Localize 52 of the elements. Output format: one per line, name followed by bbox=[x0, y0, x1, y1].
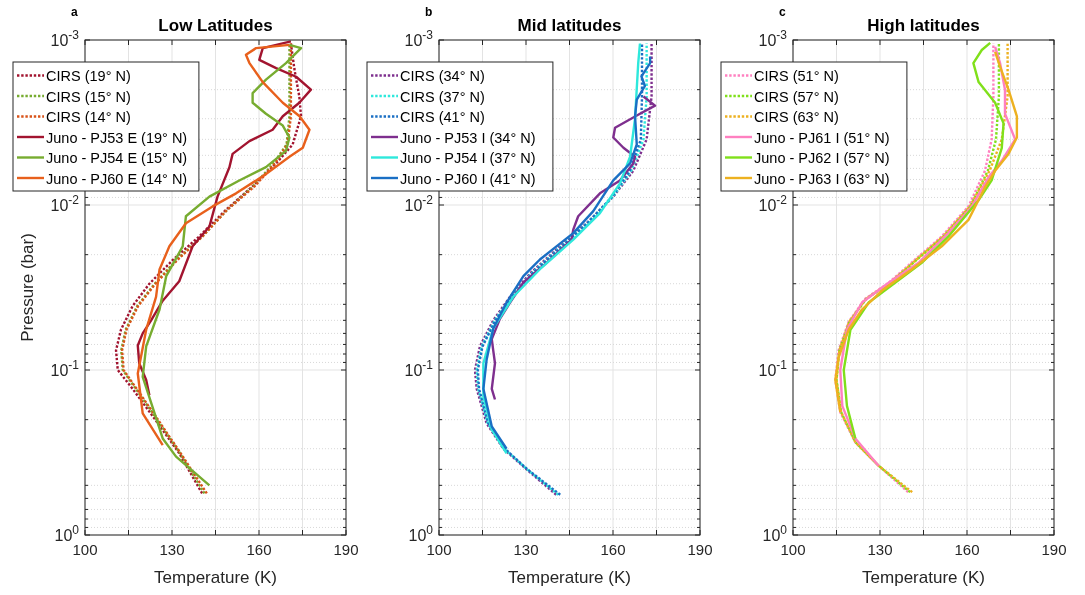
x-axis-title: Temperature (K) bbox=[862, 568, 985, 587]
text: b bbox=[425, 5, 433, 19]
x-tick-label: 190 bbox=[1041, 541, 1067, 558]
x-tick-label: 190 bbox=[333, 541, 359, 558]
legend-label: Juno - PJ54 I (37° N) bbox=[400, 150, 536, 166]
legend-label: CIRS (15° N) bbox=[46, 88, 131, 105]
legend-label: Juno - PJ53 I (34° N) bbox=[400, 129, 536, 146]
legend-label: CIRS (51° N) bbox=[754, 68, 839, 84]
x-tick-label: 130 bbox=[513, 541, 539, 558]
x-tick-label: 100 bbox=[72, 541, 98, 558]
y-tick-label: 10$^{-2}$ bbox=[404, 193, 434, 214]
legend-label: Juno - PJ61 I (51° N) bbox=[754, 129, 890, 146]
x-tick-label: 130 bbox=[159, 541, 185, 558]
x-tick-label: 160 bbox=[600, 541, 626, 558]
chart-title: Mid latitudes bbox=[517, 16, 622, 35]
x-tick-label: 130 bbox=[867, 541, 893, 558]
legend-label: CIRS (19° N) bbox=[46, 68, 131, 84]
x-axis-title: Temperature (K) bbox=[508, 568, 631, 587]
legend-label: Juno - PJ53 E (19° N) bbox=[46, 129, 188, 146]
text: c bbox=[779, 5, 786, 19]
y-tick-label: 10$^{0}$ bbox=[408, 523, 434, 544]
y-tick-label: 10$^{0}$ bbox=[54, 523, 80, 544]
legend-label: CIRS (57° N) bbox=[754, 88, 839, 105]
y-tick-label: 10$^{-1}$ bbox=[758, 358, 788, 379]
x-tick-label: 100 bbox=[426, 541, 452, 558]
legend-label: CIRS (14° N) bbox=[46, 109, 131, 125]
legend-label: Juno - PJ63 I (63° N) bbox=[754, 170, 890, 187]
legend-label: CIRS (63° N) bbox=[754, 109, 839, 125]
legend-label: Juno - PJ60 I (41° N) bbox=[400, 170, 536, 187]
x-tick-label: 160 bbox=[246, 541, 272, 558]
y-tick-label: 10$^{0}$ bbox=[762, 523, 788, 544]
chart-title: Low Latitudes bbox=[158, 16, 273, 35]
text: a bbox=[71, 5, 78, 19]
legend-label: Juno - PJ54 E (15° N) bbox=[46, 150, 188, 166]
x-tick-label: 100 bbox=[780, 541, 806, 558]
y-tick-label: 10$^{-1}$ bbox=[50, 358, 80, 379]
x-tick-label: 160 bbox=[954, 541, 980, 558]
x-tick-label: 190 bbox=[687, 541, 713, 558]
y-tick-label: 10$^{-2}$ bbox=[50, 193, 80, 214]
y-tick-label: 10$^{-3}$ bbox=[758, 28, 788, 49]
y-tick-label: 10$^{-3}$ bbox=[404, 28, 434, 49]
legend-label: CIRS (41° N) bbox=[400, 109, 485, 125]
legend-label: Juno - PJ62 I (57° N) bbox=[754, 150, 890, 166]
y-axis-title: Pressure (bar) bbox=[18, 233, 37, 342]
y-tick-label: 10$^{-2}$ bbox=[758, 193, 788, 214]
chart-title: High latitudes bbox=[867, 16, 980, 35]
y-tick-label: 10$^{-3}$ bbox=[50, 28, 80, 49]
y-tick-label: 10$^{-1}$ bbox=[404, 358, 434, 379]
x-axis-title: Temperature (K) bbox=[154, 568, 277, 587]
legend-label: CIRS (37° N) bbox=[400, 88, 485, 105]
legend-label: Juno - PJ60 E (14° N) bbox=[46, 170, 188, 187]
legend-label: CIRS (34° N) bbox=[400, 68, 485, 84]
